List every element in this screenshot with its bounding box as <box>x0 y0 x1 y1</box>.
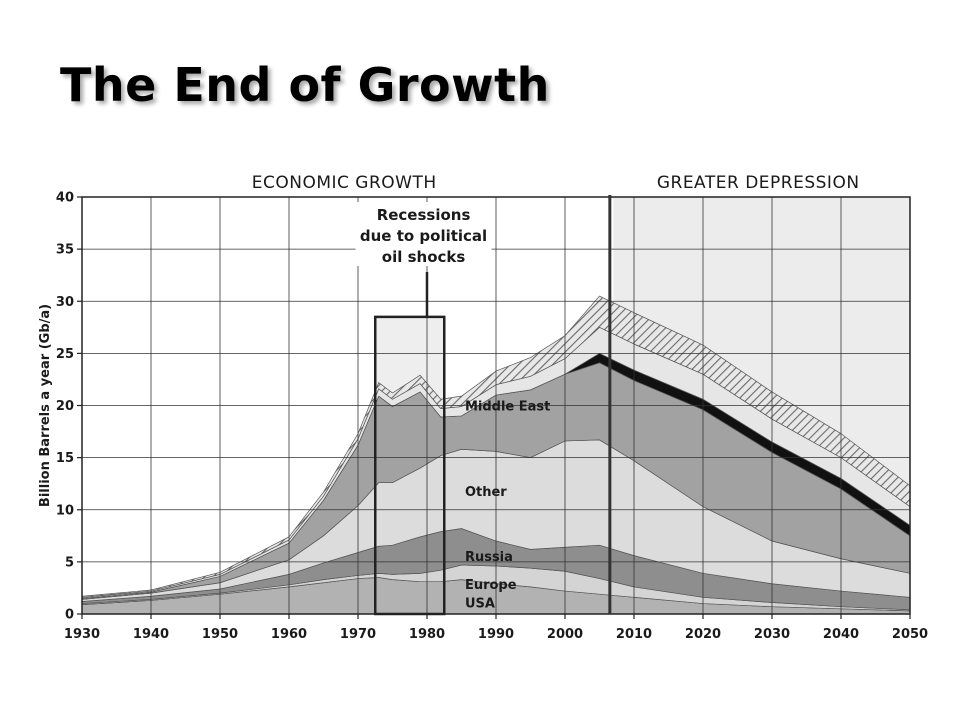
y-tick-label: 0 <box>65 608 74 623</box>
y-tick-label: 40 <box>56 191 74 206</box>
annotation-text-line-1: Recessions <box>377 206 471 224</box>
x-tick-label: 1980 <box>409 627 445 642</box>
y-tick-label: 30 <box>56 295 74 310</box>
x-tick-label: 1990 <box>478 627 514 642</box>
annotation-text-line-2: due to political <box>360 227 487 245</box>
annotation-background <box>355 202 492 266</box>
y-tick-label: 35 <box>56 243 74 258</box>
series-label-europe: Europe <box>465 578 517 593</box>
x-tick-label: 2040 <box>823 627 859 642</box>
grid-layer <box>82 197 910 614</box>
y-tick-label: 10 <box>56 503 74 518</box>
series-label-usa: USA <box>465 597 495 612</box>
series-label-other: Other <box>465 485 507 500</box>
annotation-layer: Recessions due to political oil shocks <box>355 202 492 317</box>
series-label-middle-east: Middle East <box>465 400 550 415</box>
x-tick-label: 2030 <box>754 627 790 642</box>
x-tick-label: 2010 <box>616 627 652 642</box>
x-tick-label: 2050 <box>892 627 928 642</box>
series-label-russia: Russia <box>465 550 513 565</box>
slide-title: The End of Growth <box>60 58 550 112</box>
x-tick-label: 1950 <box>202 627 238 642</box>
region-label-economic-growth: ECONOMIC GROWTH <box>252 173 437 193</box>
x-tick-label: 1960 <box>271 627 307 642</box>
x-tick-label: 1930 <box>64 627 100 642</box>
x-tick-label: 2020 <box>685 627 721 642</box>
y-tick-label: 5 <box>65 555 74 570</box>
y-axis-label: Billion Barrels a year (Gb/a) <box>38 304 53 507</box>
x-tick-label: 1940 <box>133 627 169 642</box>
series-labels-layer: USA Europe Russia Other Middle East ECONOMIC … <box>252 173 860 612</box>
axes-layer: 0 5 10 15 20 25 30 35 40 1930 1940 1950 1960 1970 1980… <box>38 191 928 643</box>
x-tick-label: 1970 <box>340 627 376 642</box>
x-tick-label: 2000 <box>547 627 583 642</box>
y-tick-label: 25 <box>56 347 74 362</box>
y-tick-label: 15 <box>56 451 74 466</box>
y-tick-label: 20 <box>56 399 74 414</box>
region-label-greater-depression: GREATER DEPRESSION <box>657 173 860 193</box>
annotation-text-line-3: oil shocks <box>382 248 466 266</box>
recession-box <box>374 315 446 616</box>
